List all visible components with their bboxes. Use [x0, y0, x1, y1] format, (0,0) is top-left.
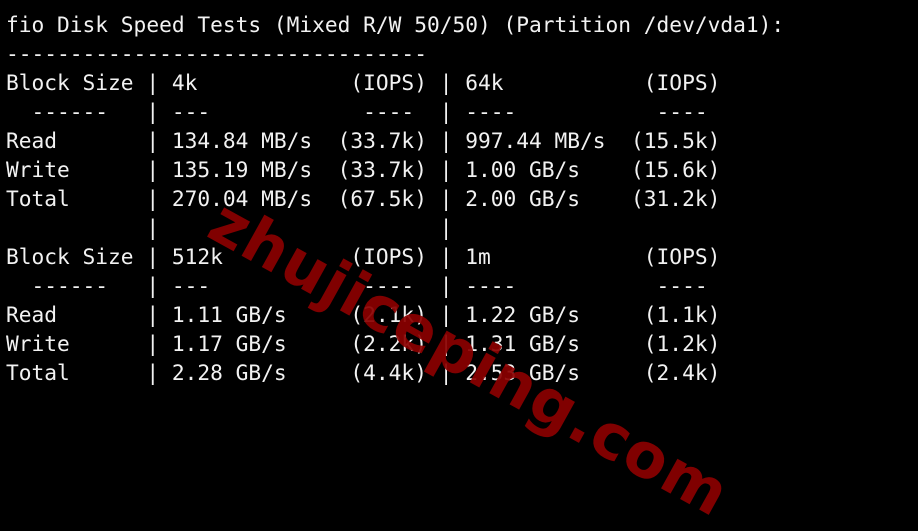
terminal-line: ------ | --- ---- | ---- ---- — [6, 99, 721, 124]
terminal-line: ------ | --- ---- | ---- ---- — [6, 273, 721, 298]
terminal-line: | | — [6, 215, 721, 240]
terminal-line: Block Size | 512k (IOPS) | 1m (IOPS) — [6, 244, 721, 269]
terminal-line: Block Size | 4k (IOPS) | 64k (IOPS) — [6, 70, 721, 95]
terminal-line: Read | 134.84 MB/s (33.7k) | 997.44 MB/s… — [6, 128, 721, 153]
terminal-line: --------------------------------- — [6, 41, 427, 66]
terminal-line: Total | 270.04 MB/s (67.5k) | 2.00 GB/s … — [6, 186, 721, 211]
terminal-line: Total | 2.28 GB/s (4.4k) | 2.53 GB/s (2.… — [6, 360, 721, 385]
terminal-line: Write | 1.17 GB/s (2.2k) | 1.31 GB/s (1.… — [6, 331, 721, 356]
terminal-line: Write | 135.19 MB/s (33.7k) | 1.00 GB/s … — [6, 157, 721, 182]
terminal-line: fio Disk Speed Tests (Mixed R/W 50/50) (… — [6, 12, 785, 37]
terminal-output: fio Disk Speed Tests (Mixed R/W 50/50) (… — [6, 10, 784, 387]
terminal-line: Read | 1.11 GB/s (2.1k) | 1.22 GB/s (1.1… — [6, 302, 721, 327]
